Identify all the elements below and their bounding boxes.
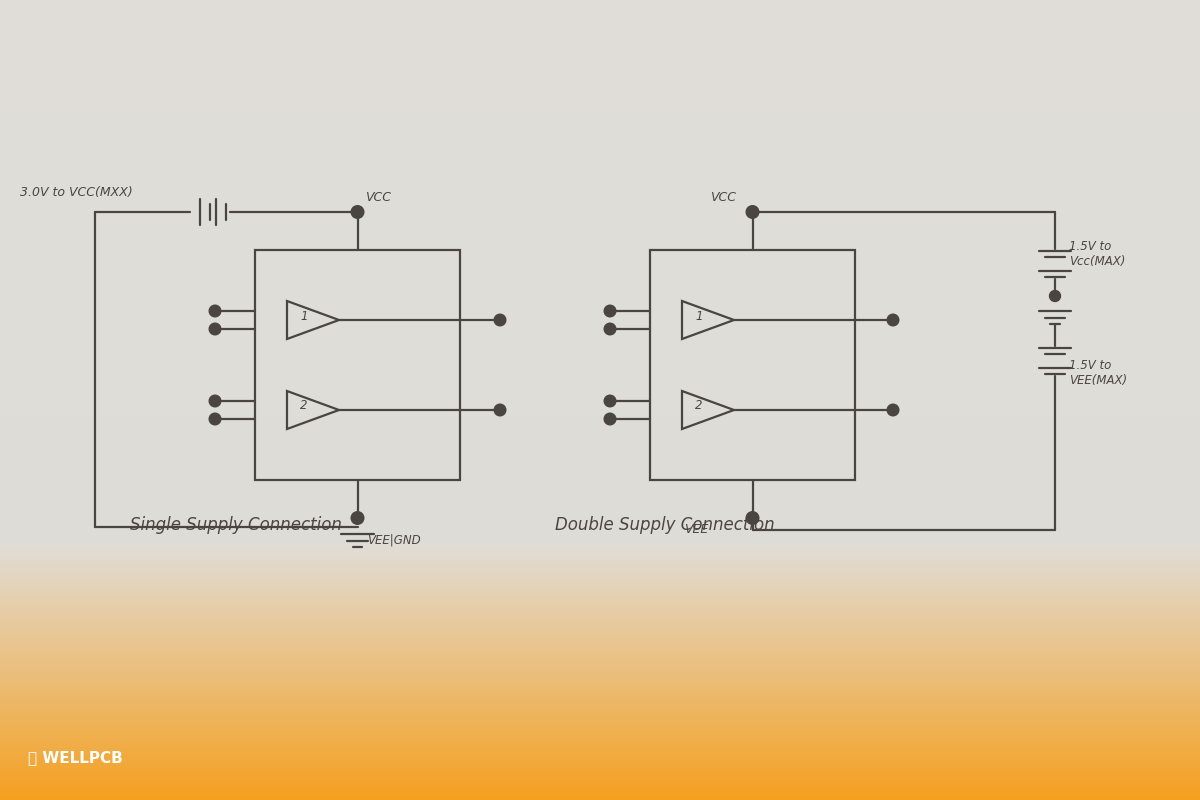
- Text: 1: 1: [695, 310, 703, 322]
- Text: 3.0V to VCC(MXX): 3.0V to VCC(MXX): [20, 186, 133, 199]
- Circle shape: [888, 314, 899, 326]
- Circle shape: [352, 512, 364, 524]
- Circle shape: [605, 414, 616, 425]
- Circle shape: [605, 395, 616, 406]
- Text: Ⓦ WELLPCB: Ⓦ WELLPCB: [28, 750, 122, 766]
- Circle shape: [605, 323, 616, 334]
- Text: VCC: VCC: [366, 191, 391, 204]
- Circle shape: [494, 405, 505, 415]
- Text: Single Supply Connection: Single Supply Connection: [130, 516, 342, 534]
- Text: 1.5V to
VEE(MAX): 1.5V to VEE(MAX): [1069, 359, 1127, 387]
- Bar: [254, 250, 460, 480]
- Bar: [650, 250, 854, 480]
- Text: VCC: VCC: [710, 191, 737, 204]
- Text: 2: 2: [695, 399, 703, 413]
- Circle shape: [210, 414, 221, 425]
- Circle shape: [210, 306, 221, 317]
- Text: 1: 1: [300, 310, 307, 322]
- Circle shape: [1050, 290, 1061, 302]
- Circle shape: [494, 314, 505, 326]
- Circle shape: [210, 323, 221, 334]
- Circle shape: [605, 306, 616, 317]
- Text: 1.5V to
Vcc(MAX): 1.5V to Vcc(MAX): [1069, 240, 1126, 268]
- Circle shape: [210, 395, 221, 406]
- Circle shape: [746, 512, 758, 524]
- Circle shape: [888, 405, 899, 415]
- Text: 2: 2: [300, 399, 307, 413]
- Text: Double Supply Connection: Double Supply Connection: [554, 516, 775, 534]
- Circle shape: [746, 206, 758, 218]
- Text: VEE: VEE: [684, 523, 709, 536]
- Text: VEE|GND: VEE|GND: [367, 534, 421, 546]
- Circle shape: [352, 206, 364, 218]
